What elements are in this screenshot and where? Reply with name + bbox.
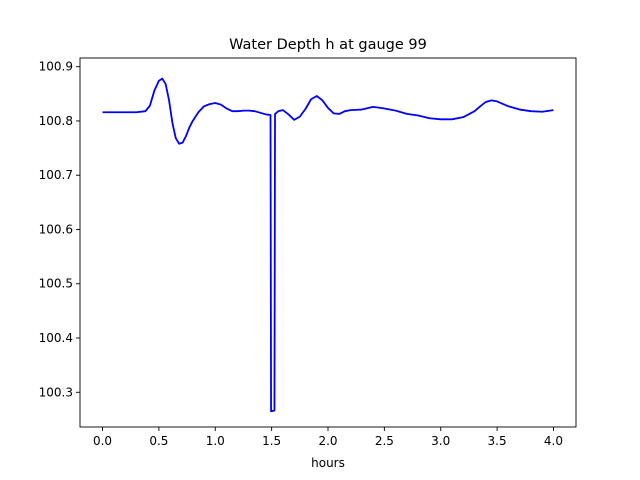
x-tick-label: 2.0 [318, 434, 337, 448]
y-tick-label: 100.3 [39, 385, 73, 399]
y-tick-label: 100.7 [39, 168, 73, 182]
x-tick-label: 4.0 [544, 434, 563, 448]
y-tick-label: 100.8 [39, 114, 73, 128]
y-tick-label: 100.4 [39, 331, 73, 345]
x-tick-label: 0.0 [93, 434, 112, 448]
x-tick-label: 3.5 [488, 434, 507, 448]
series-line-0 [102, 77, 554, 413]
y-tick-label: 100.9 [39, 60, 73, 74]
x-tick-label: 0.5 [149, 434, 168, 448]
x-axis: 0.0 0.5 1.0 1.5 2.0 2.5 3.0 3.5 4.0 [93, 427, 563, 448]
x-axis-label: hours [311, 456, 345, 470]
x-tick-label: 2.5 [375, 434, 394, 448]
x-tick-label: 1.5 [262, 434, 281, 448]
x-tick-label: 1.0 [206, 434, 225, 448]
chart-title: Water Depth h at gauge 99 [229, 37, 427, 53]
y-tick-label: 100.6 [39, 222, 73, 236]
plot-area [102, 77, 554, 413]
x-tick-label: 3.0 [431, 434, 450, 448]
y-axis: 100.3 100.4 100.5 100.6 100.7 100.8 100.9 [39, 60, 80, 399]
y-tick-label: 100.5 [39, 277, 73, 291]
